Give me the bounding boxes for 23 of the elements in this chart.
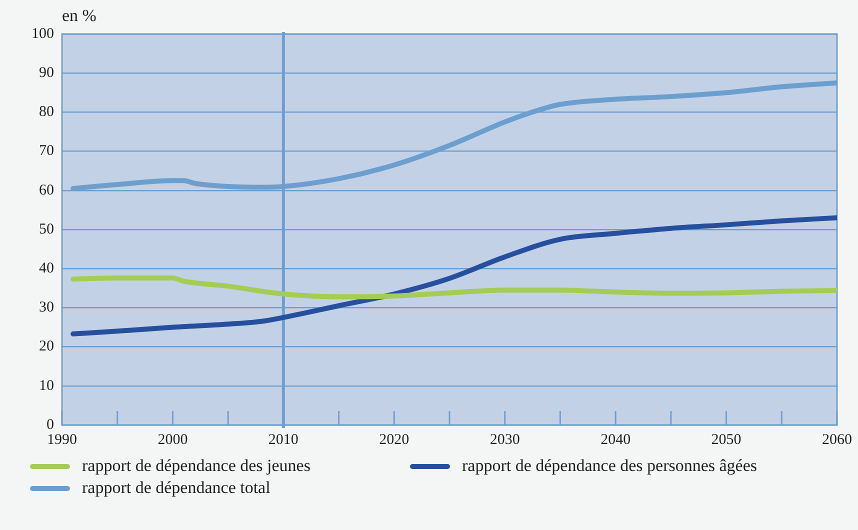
y-tick-label: 50 bbox=[39, 221, 54, 238]
y-axis-title: en % bbox=[62, 6, 96, 26]
x-tick-label: 2060 bbox=[822, 432, 852, 448]
y-tick-label: 20 bbox=[39, 338, 54, 355]
x-tick-label: 2000 bbox=[158, 432, 188, 448]
y-tick-label: 0 bbox=[46, 416, 54, 433]
y-tick-label: 30 bbox=[39, 300, 54, 316]
x-tick-label: 2020 bbox=[379, 432, 410, 448]
y-tick-label: 10 bbox=[39, 378, 54, 394]
y-tick-label: 40 bbox=[39, 260, 54, 277]
legend-label: rapport de dépendance des jeunes bbox=[82, 456, 310, 476]
y-tick-label: 80 bbox=[39, 104, 54, 120]
x-tick-label: 2050 bbox=[711, 432, 742, 448]
x-tick-label: 2030 bbox=[490, 432, 520, 448]
x-tick-label: 1990 bbox=[47, 432, 77, 448]
x-tick-label: 2010 bbox=[268, 432, 298, 448]
y-tick-label: 70 bbox=[39, 143, 54, 160]
y-tick-label: 90 bbox=[39, 65, 54, 82]
legend-label: rapport de dépendance total bbox=[82, 478, 270, 498]
y-tick-label: 100 bbox=[32, 26, 54, 42]
y-tick-label: 60 bbox=[39, 182, 54, 198]
legend-label: rapport de dépendance des personnes âgées bbox=[462, 456, 758, 476]
x-tick-label: 2040 bbox=[600, 432, 631, 448]
